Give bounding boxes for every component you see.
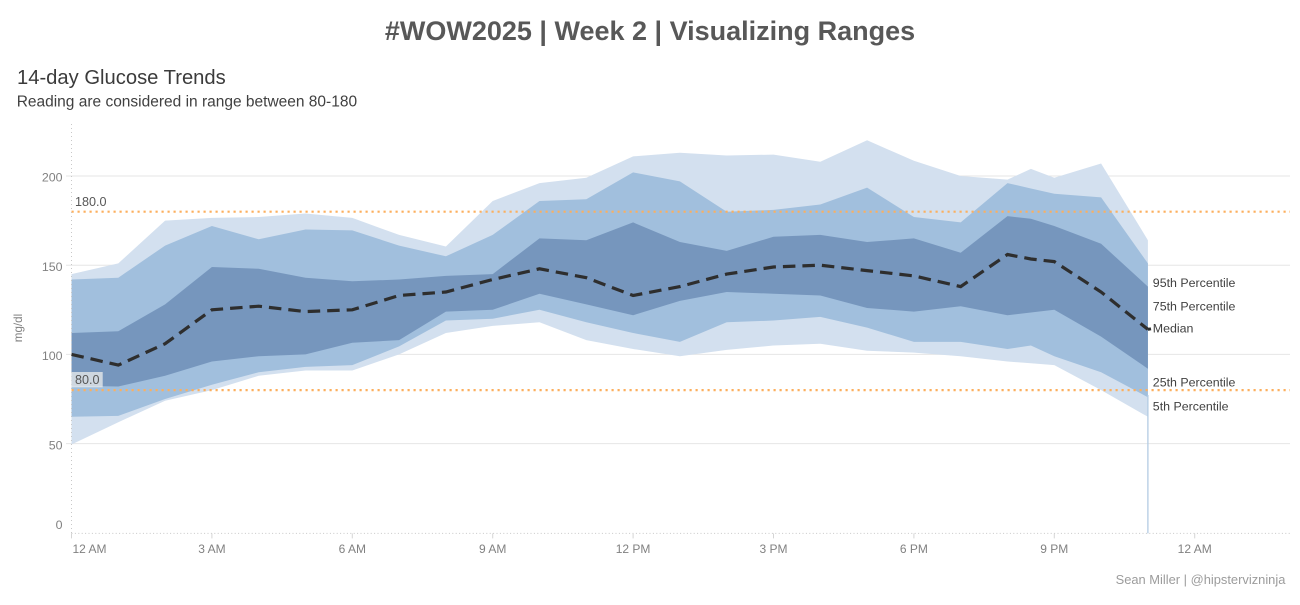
svg-text:25th Percentile: 25th Percentile: [1153, 376, 1236, 390]
svg-text:6 AM: 6 AM: [339, 542, 366, 556]
svg-text:Reading are considered in rang: Reading are considered in range between …: [17, 93, 358, 110]
svg-text:200: 200: [42, 171, 63, 185]
svg-text:#WOW2025 | Week 2 | Visualizin: #WOW2025 | Week 2 | Visualizing Ranges: [385, 16, 915, 46]
svg-text:5th Percentile: 5th Percentile: [1153, 400, 1229, 414]
svg-text:80.0: 80.0: [75, 373, 100, 387]
svg-text:50: 50: [49, 438, 63, 452]
svg-text:180.0: 180.0: [75, 195, 107, 209]
svg-text:3 PM: 3 PM: [759, 542, 787, 556]
svg-text:14-day Glucose Trends: 14-day Glucose Trends: [17, 67, 226, 89]
svg-text:150: 150: [42, 260, 63, 274]
svg-text:100: 100: [42, 349, 63, 363]
svg-text:Median: Median: [1153, 322, 1194, 336]
svg-text:75th Percentile: 75th Percentile: [1153, 300, 1236, 314]
svg-text:0: 0: [56, 518, 63, 532]
svg-text:12 PM: 12 PM: [616, 542, 651, 556]
svg-text:3 AM: 3 AM: [198, 542, 225, 556]
svg-text:12 AM: 12 AM: [72, 542, 106, 556]
svg-text:95th Percentile: 95th Percentile: [1153, 276, 1236, 290]
svg-text:9 PM: 9 PM: [1040, 542, 1068, 556]
svg-text:12 AM: 12 AM: [1178, 542, 1212, 556]
svg-text:mg/dl: mg/dl: [12, 314, 25, 342]
svg-text:9 AM: 9 AM: [479, 542, 506, 556]
svg-text:6 PM: 6 PM: [900, 542, 928, 556]
svg-text:Sean Miller | @hipstervizninja: Sean Miller | @hipstervizninja: [1116, 572, 1287, 587]
